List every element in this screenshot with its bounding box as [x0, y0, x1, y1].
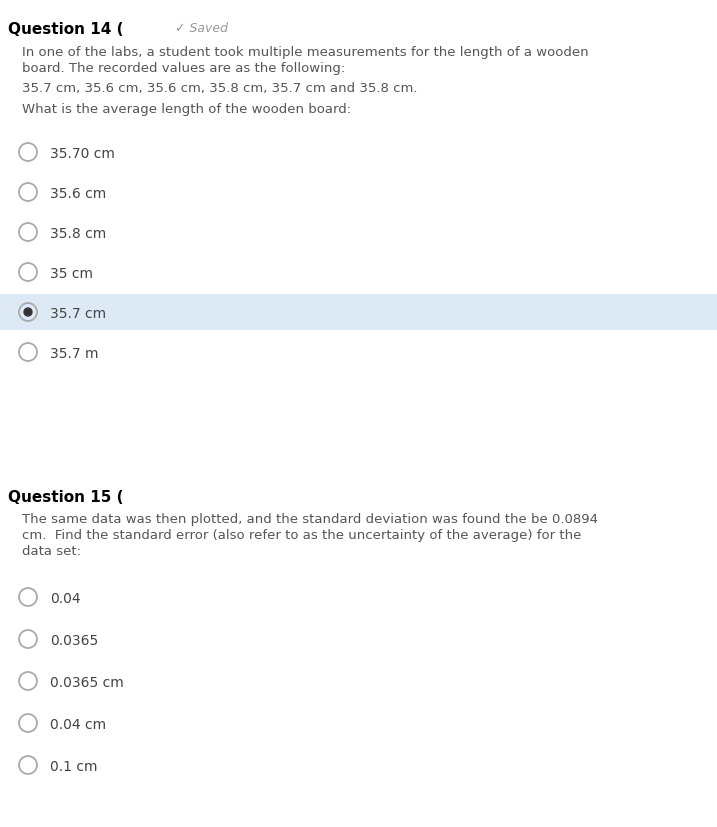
Text: Question 14 (: Question 14 ( [8, 22, 123, 37]
Text: 35.8 cm: 35.8 cm [50, 227, 106, 241]
Circle shape [24, 308, 33, 318]
Text: 35.7 m: 35.7 m [50, 347, 98, 361]
Text: 0.04 cm: 0.04 cm [50, 717, 106, 731]
FancyBboxPatch shape [0, 294, 717, 331]
Text: board. The recorded values are as the following:: board. The recorded values are as the fo… [22, 62, 346, 75]
Text: 35.70 cm: 35.70 cm [50, 147, 115, 160]
Text: 35.6 cm: 35.6 cm [50, 187, 106, 201]
Text: cm.  Find the standard error (also refer to as the uncertainty of the average) f: cm. Find the standard error (also refer … [22, 528, 581, 542]
Text: 35.7 cm, 35.6 cm, 35.6 cm, 35.8 cm, 35.7 cm and 35.8 cm.: 35.7 cm, 35.6 cm, 35.6 cm, 35.8 cm, 35.7… [22, 82, 417, 95]
Text: 0.0365: 0.0365 [50, 633, 98, 648]
Text: 35.7 cm: 35.7 cm [50, 307, 106, 321]
Text: In one of the labs, a student took multiple measurements for the length of a woo: In one of the labs, a student took multi… [22, 46, 589, 59]
Text: Question 15 (: Question 15 ( [8, 490, 123, 504]
Text: data set:: data set: [22, 544, 81, 557]
Text: 0.0365 cm: 0.0365 cm [50, 675, 124, 689]
Text: The same data was then plotted, and the standard deviation was found the be 0.08: The same data was then plotted, and the … [22, 513, 598, 525]
Text: 35 cm: 35 cm [50, 266, 93, 280]
Text: ✓ Saved: ✓ Saved [175, 22, 228, 35]
Text: 0.1 cm: 0.1 cm [50, 759, 98, 773]
Text: 0.04: 0.04 [50, 591, 80, 605]
Text: What is the average length of the wooden board:: What is the average length of the wooden… [22, 103, 351, 116]
